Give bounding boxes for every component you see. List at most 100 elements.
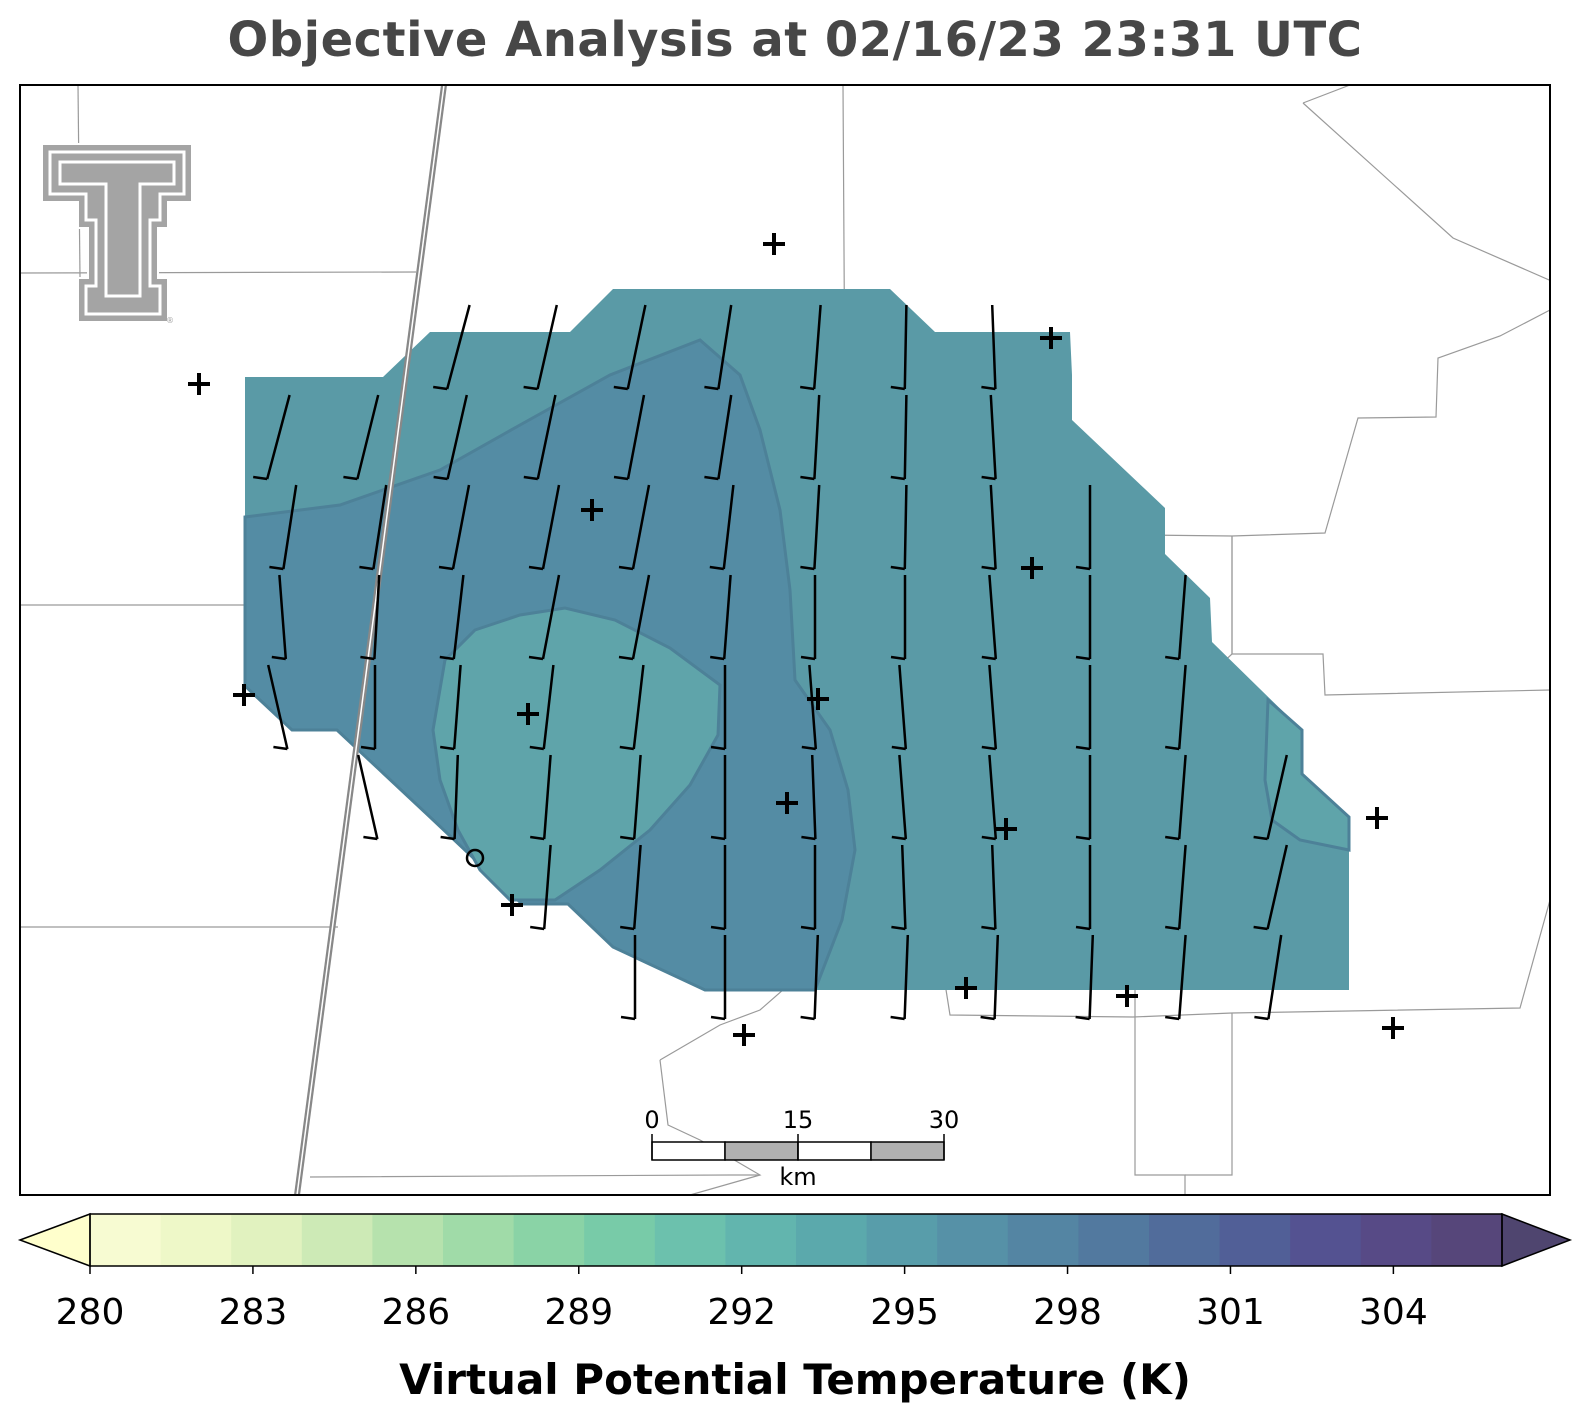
scale-unit-label: km xyxy=(779,1163,817,1191)
station-marker xyxy=(517,703,539,725)
colorbar-segment xyxy=(1078,1214,1150,1266)
colorbar-tick-label: 292 xyxy=(707,1292,777,1333)
colorbar-tick-label: 289 xyxy=(544,1292,614,1333)
colorbar-segment xyxy=(1290,1214,1362,1266)
wind-barb xyxy=(269,484,298,571)
colorbar-segment xyxy=(1219,1214,1291,1266)
wind-barb xyxy=(360,574,381,661)
wind-barb xyxy=(890,304,908,391)
wind-barb xyxy=(981,754,998,841)
wind-barb xyxy=(620,844,642,931)
colorbar-segment xyxy=(725,1214,797,1266)
wind-barb xyxy=(981,394,997,481)
colorbar-segment xyxy=(796,1214,868,1266)
colorbar-segment xyxy=(372,1214,444,1266)
wind-barb xyxy=(800,484,821,571)
scale-label-0: 0 xyxy=(644,1106,660,1134)
wind-barb xyxy=(620,754,642,841)
wind-barb xyxy=(1165,934,1187,1021)
station-marker xyxy=(1021,557,1043,579)
wind-barb xyxy=(710,845,727,931)
wind-barb xyxy=(890,484,908,571)
station-marker xyxy=(1366,807,1388,829)
wind-barb xyxy=(613,304,647,391)
colorbar-segment xyxy=(1431,1214,1503,1266)
station-marker xyxy=(995,818,1017,840)
wind-barb xyxy=(1075,665,1092,751)
wind-barb xyxy=(981,304,997,391)
colorbar-segment xyxy=(1360,1214,1432,1266)
colorbar-ticks xyxy=(89,1266,1395,1274)
wind-barb xyxy=(266,664,289,751)
texas-tech-double-t-logo: ® xyxy=(41,143,193,325)
colorbar-tick-label: 304 xyxy=(1359,1292,1428,1333)
map-frame xyxy=(19,84,1551,1196)
wind-barb xyxy=(619,664,645,751)
wind-barb xyxy=(529,664,555,751)
wind-barb xyxy=(981,844,997,931)
wind-barbs xyxy=(253,304,1289,1021)
colorbar-tick-label: 301 xyxy=(1196,1292,1265,1333)
wind-barb xyxy=(438,484,471,571)
wind-barb xyxy=(800,934,820,1021)
station-marker xyxy=(188,373,210,395)
colorbar-segment xyxy=(513,1214,585,1266)
svg-text:®: ® xyxy=(166,316,174,325)
colorbar-outline xyxy=(89,1213,1503,1267)
wind-barb xyxy=(709,484,735,571)
wind-barb xyxy=(620,935,637,1021)
wind-barb xyxy=(1075,845,1092,931)
wind-barb xyxy=(891,754,908,841)
wind-barb xyxy=(530,844,552,931)
colorbar-segment xyxy=(90,1214,162,1266)
colorbar-segment xyxy=(1007,1214,1079,1266)
wind-barb xyxy=(618,484,651,571)
wind-barb xyxy=(1075,485,1092,571)
wind-barb xyxy=(360,665,377,751)
colorbar-over-arrow xyxy=(1501,1212,1573,1268)
wind-barb xyxy=(890,934,910,1021)
wind-barb xyxy=(618,574,651,661)
wind-barb xyxy=(890,394,908,481)
wind-barb xyxy=(439,574,465,661)
wind-barb xyxy=(523,394,557,481)
wind-barb xyxy=(613,394,646,481)
wind-barb xyxy=(1075,934,1095,1021)
colorbar-segment xyxy=(231,1214,303,1266)
wind-barb xyxy=(1165,754,1187,841)
wind-barb xyxy=(343,394,380,481)
wind-barb xyxy=(1253,754,1289,841)
wind-barb xyxy=(1165,574,1187,661)
wind-barb xyxy=(1075,575,1092,661)
wind-barb xyxy=(801,754,817,841)
colorbar-segment xyxy=(301,1214,373,1266)
colorbar-segment xyxy=(937,1214,1009,1266)
wind-barb xyxy=(433,394,469,481)
wind-barb xyxy=(710,574,732,661)
wind-barb xyxy=(981,664,998,751)
wind-barb xyxy=(253,394,291,481)
station-marker xyxy=(955,977,977,999)
station-marker xyxy=(733,1024,755,1046)
colorbar-segment xyxy=(443,1214,515,1266)
wind-barb xyxy=(523,304,559,391)
wind-barb xyxy=(891,844,907,931)
colorbar-label: Virtual Potential Temperature (K) xyxy=(399,1355,1191,1404)
wind-barb xyxy=(359,484,388,571)
colorbar-tick-label: 286 xyxy=(381,1292,451,1333)
wind-barb xyxy=(528,574,561,661)
highway-line xyxy=(294,85,447,1195)
colorbar-under-arrow xyxy=(17,1212,91,1268)
colorbar-tick-label: 283 xyxy=(218,1292,288,1333)
colorbar-segment xyxy=(654,1214,726,1266)
wind-barb xyxy=(800,394,821,481)
wind-barb xyxy=(710,935,727,1021)
wind-barb xyxy=(1165,844,1187,931)
colorbar-tick-label: 298 xyxy=(1033,1292,1102,1333)
station-marker xyxy=(776,792,798,814)
station-marker xyxy=(581,499,603,521)
station-marker xyxy=(1040,327,1062,349)
station-marker xyxy=(501,894,523,916)
colorbar-segments xyxy=(90,1214,1503,1266)
colorbar-segment xyxy=(584,1214,656,1266)
